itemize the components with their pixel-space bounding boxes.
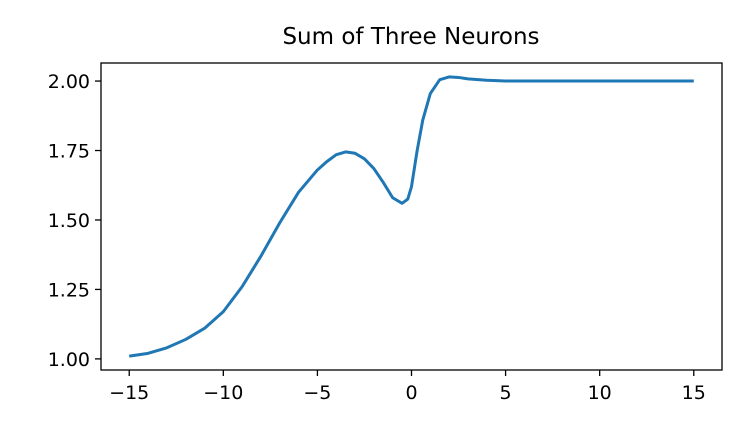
x-tick-label: −15 [109,382,149,404]
x-tick-label: −5 [303,382,331,404]
x-tick-label: 10 [588,382,612,404]
series-line [129,75,694,358]
y-tick-label: 2.00 [48,71,90,93]
axes: −15 −10 −5 0 5 10 15 1.00 1.25 1.50 1.75 2.00 [48,62,723,404]
y-tick-label: 1.00 [48,349,90,371]
plot-frame [100,62,723,371]
chart-title: Sum of Three Neurons [282,24,539,50]
x-tick-label: 15 [682,382,706,404]
x-tick-label: 5 [500,382,512,404]
x-tick-label: 0 [405,382,417,404]
y-tick-label: 1.50 [48,210,90,232]
y-tick-label: 1.75 [48,141,90,163]
x-tick-label: −10 [203,382,243,404]
y-tick-label: 1.25 [48,279,90,301]
